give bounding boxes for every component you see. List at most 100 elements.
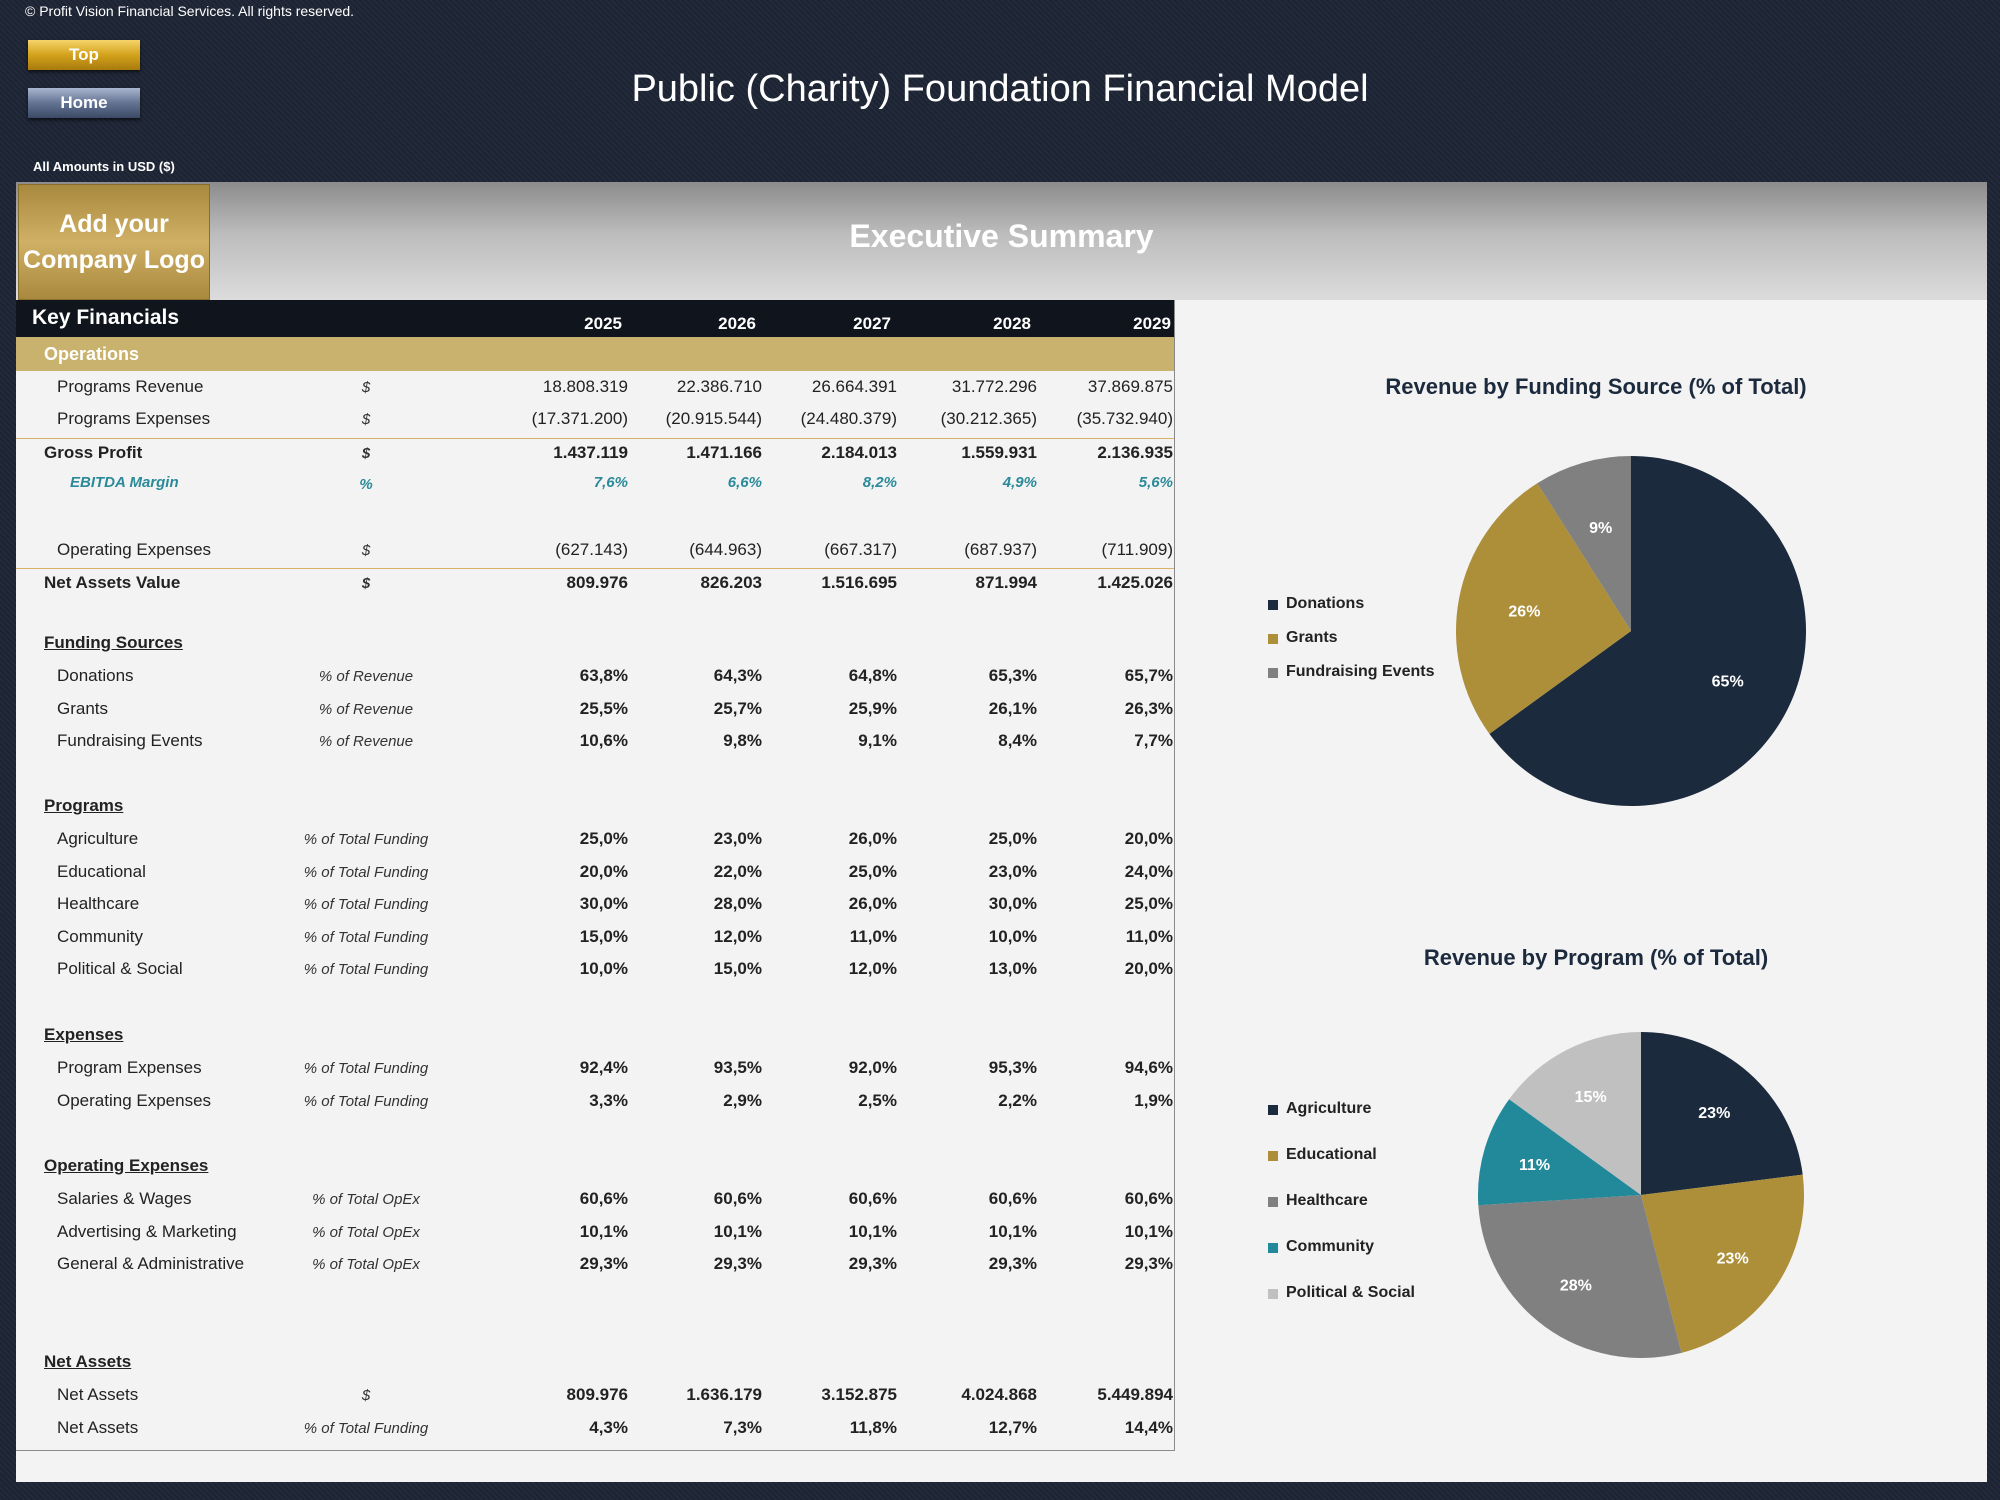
pie-data-label: 23% bbox=[1717, 1250, 1749, 1267]
cell-2026: 6,6% bbox=[727, 474, 762, 491]
row-label: Donations bbox=[57, 666, 134, 685]
cell-2027: 2.184.013 bbox=[821, 443, 897, 462]
row-unit: % of Total OpEx bbox=[312, 1191, 420, 1208]
top-button[interactable]: Top bbox=[28, 40, 140, 70]
pie-data-label: 9% bbox=[1589, 520, 1612, 537]
cell-2027: 12,0% bbox=[848, 959, 897, 979]
pie-slice-political-social bbox=[1509, 1032, 1641, 1195]
year-header-2029: 2029 bbox=[1133, 314, 1171, 333]
row-unit: % of Revenue bbox=[318, 668, 414, 685]
legend-swatch bbox=[1268, 1243, 1278, 1253]
cell-2027: 9,1% bbox=[858, 731, 897, 751]
cell-2027: 3.152.875 bbox=[821, 1385, 897, 1404]
cell-2026: 9,8% bbox=[723, 731, 762, 751]
cell-2029: 7,7% bbox=[1134, 731, 1173, 751]
cell-2028: 29,3% bbox=[988, 1254, 1037, 1274]
cell-2029: 10,1% bbox=[1124, 1221, 1173, 1241]
cell-2028: 2,2% bbox=[998, 1090, 1037, 1110]
cell-2026: 7,3% bbox=[723, 1417, 762, 1437]
row-label: Programs Revenue bbox=[57, 377, 204, 396]
operations-label: Operations bbox=[44, 344, 140, 364]
cell-2028: 13,0% bbox=[988, 959, 1037, 979]
legend-label: Healthcare bbox=[1286, 1192, 1368, 1209]
cell-2029: (35.732.940) bbox=[1076, 409, 1173, 428]
cell-2027: 64,8% bbox=[848, 666, 897, 685]
page-title: Public (Charity) Foundation Financial Mo… bbox=[631, 68, 1369, 110]
cell-2025: 4,3% bbox=[589, 1417, 628, 1437]
table-row: Net Assets Value $809.976 826.203 1.516.695… bbox=[16, 568, 1174, 599]
cell-2029: 65,7% bbox=[1124, 666, 1173, 685]
table-row: Agriculture % of Total Funding 25,0% 23,0% 2… bbox=[16, 825, 1174, 855]
legend-swatch bbox=[1268, 634, 1278, 644]
row-label: EBITDA Margin bbox=[70, 474, 179, 491]
cell-2028: 4.024.868 bbox=[961, 1385, 1037, 1404]
cell-2029: 5.449.894 bbox=[1097, 1385, 1173, 1404]
legend-label: Donations bbox=[1286, 595, 1365, 612]
table-row: EBITDA Margin% 7,6% 6,6% 8,2% 4,9% 5,6% bbox=[16, 470, 1174, 500]
row-label: Community bbox=[57, 926, 143, 946]
row-label: Grants bbox=[57, 698, 109, 718]
row-unit: % of Revenue bbox=[318, 733, 414, 751]
cell-2026: 826.203 bbox=[700, 573, 762, 592]
legend-swatch bbox=[1268, 668, 1278, 678]
cell-2026: 1.471.166 bbox=[686, 443, 762, 462]
legend-swatch bbox=[1268, 1151, 1278, 1161]
table-row: Programs Revenue $18.808.319 22.386.710 26.… bbox=[16, 373, 1174, 403]
year-header-2027: 2027 bbox=[853, 314, 891, 333]
cell-2028: 1.559.931 bbox=[961, 443, 1037, 462]
program-chart-title: Revenue by Program (% of Total) bbox=[1423, 945, 1769, 970]
table-row: Donations % of Revenue 63,8% 64,3% 64,8% 65,3… bbox=[16, 662, 1174, 692]
row-unit: % of Total Funding bbox=[303, 928, 429, 946]
cell-2027: (24.480.379) bbox=[800, 409, 897, 428]
cell-2028: 65,3% bbox=[988, 666, 1037, 685]
cell-2027: 26,0% bbox=[848, 829, 897, 848]
cell-2025: 18.808.319 bbox=[542, 377, 628, 396]
cell-2029: (711.909) bbox=[1101, 540, 1173, 559]
cell-2026: (20.915.544) bbox=[665, 409, 762, 428]
cell-2026: 22.386.710 bbox=[676, 377, 762, 396]
row-label: Healthcare bbox=[57, 894, 140, 914]
cell-2026: 23,0% bbox=[713, 829, 762, 848]
cell-2025: 60,6% bbox=[579, 1189, 628, 1208]
table-row: Salaries & Wages % of Total OpEx 60,6% 60,6… bbox=[16, 1185, 1174, 1215]
cell-2028: 30,0% bbox=[988, 894, 1037, 914]
pie-data-label: 26% bbox=[1508, 604, 1540, 621]
cell-2025: (17.371.200) bbox=[531, 409, 628, 428]
home-button[interactable]: Home bbox=[28, 88, 140, 118]
logo-line-2: Company Logo bbox=[23, 246, 205, 274]
cell-2025: 7,6% bbox=[593, 474, 628, 491]
program-pie-chart: 23% 23% 28% 11% 15% bbox=[1478, 1032, 1804, 1358]
cell-2027: 92,0% bbox=[848, 1058, 897, 1077]
row-label: Fundraising Events bbox=[57, 731, 203, 751]
funding-source-pie-chart: 65% 26% 9% bbox=[1456, 456, 1806, 806]
pie-data-label: 23% bbox=[1698, 1105, 1730, 1122]
cell-2029: 14,4% bbox=[1124, 1417, 1173, 1437]
cell-2028: 12,7% bbox=[988, 1417, 1037, 1437]
row-label: Operating Expenses bbox=[57, 1090, 212, 1110]
row-label: Advertising & Marketing bbox=[57, 1221, 237, 1241]
legend-swatch bbox=[1268, 600, 1278, 610]
cell-2025: 809.976 bbox=[566, 573, 628, 592]
row-unit: $ bbox=[361, 1387, 371, 1404]
row-unit: $ bbox=[361, 542, 371, 559]
table-row: Program Expenses % of Total Funding 92,4% 9… bbox=[16, 1054, 1174, 1084]
legend-label: Educational bbox=[1286, 1146, 1377, 1163]
row-label: Salaries & Wages bbox=[57, 1189, 192, 1208]
cell-2025: 3,3% bbox=[589, 1090, 628, 1110]
row-unit: % of Total Funding bbox=[303, 831, 429, 848]
section-title: Operating Expenses bbox=[44, 1156, 209, 1175]
table-row: General & Administrative % of Total OpEx 2… bbox=[16, 1250, 1174, 1280]
cell-2028: 23,0% bbox=[988, 861, 1037, 881]
cell-2025: 1.437.119 bbox=[553, 443, 628, 462]
pie-data-label: 15% bbox=[1575, 1089, 1607, 1106]
cell-2025: 25,5% bbox=[579, 698, 628, 718]
cell-2027: 11,0% bbox=[849, 926, 897, 946]
legend-label: Political & Social bbox=[1286, 1284, 1415, 1301]
company-logo-placeholder[interactable]: Add your Company Logo bbox=[18, 184, 210, 300]
section-title: Expenses bbox=[44, 1025, 124, 1044]
legend-label: Fundraising Events bbox=[1286, 663, 1435, 680]
legend-label: Grants bbox=[1286, 629, 1338, 646]
key-financials-table: Key Financials 2025 2026 2027 2028 2029 Oper… bbox=[16, 300, 1175, 1451]
cell-2029: 1,9% bbox=[1134, 1090, 1173, 1110]
cell-2028: (30.212.365) bbox=[940, 409, 1037, 428]
